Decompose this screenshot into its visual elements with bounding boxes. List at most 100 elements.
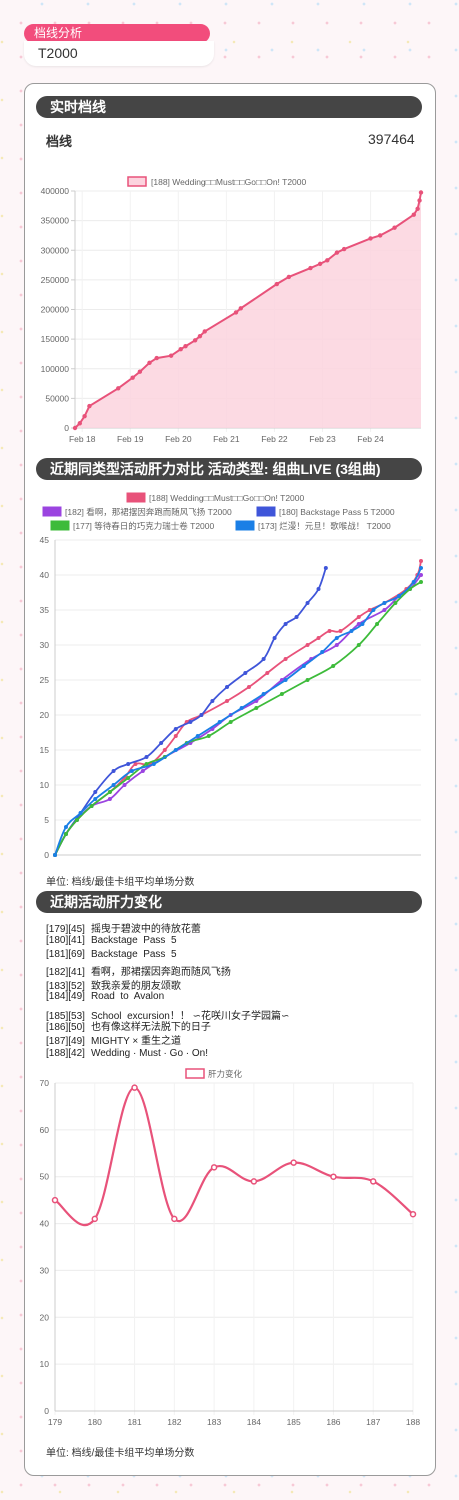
- data-point: [283, 622, 288, 626]
- data-point: [243, 671, 248, 675]
- data-point: [151, 762, 156, 766]
- data-point: [147, 360, 152, 366]
- data-point: [250, 1178, 258, 1185]
- event-name: School excursion！！ ∽花咲川女子学园篇∽: [90, 1011, 290, 1022]
- event-id: [182]: [46, 967, 69, 978]
- series-line: [54, 560, 422, 856]
- data-point: [77, 421, 83, 426]
- data-point: [371, 608, 376, 612]
- data-point: [93, 790, 98, 794]
- event-id: [180]: [46, 935, 69, 946]
- x-tick-label: 186: [326, 1417, 340, 1427]
- event-value: [69]: [68, 949, 85, 960]
- data-point: [301, 664, 306, 668]
- data-point: [317, 261, 323, 267]
- data-point: [261, 692, 266, 696]
- legend-swatch: [126, 492, 146, 503]
- data-point: [334, 250, 340, 255]
- legend-label: [188] Wedding□□Must□□Go□□On! T2000: [149, 493, 305, 503]
- series-line: [54, 581, 422, 856]
- x-tick-label: Feb 23: [309, 434, 336, 444]
- data-point: [417, 198, 422, 203]
- x-tick-label: Feb 22: [261, 434, 288, 444]
- event-value: [53]: [68, 1011, 85, 1022]
- data-point: [154, 355, 159, 361]
- data-point: [133, 762, 138, 766]
- data-point: [360, 622, 365, 626]
- event-id: [188]: [46, 1048, 69, 1059]
- data-point: [239, 706, 244, 710]
- legend-swatch: [185, 1068, 205, 1079]
- y-tick-label: 0: [44, 1406, 49, 1416]
- x-tick-label: 179: [48, 1417, 62, 1427]
- data-point: [369, 1178, 377, 1185]
- data-point: [137, 369, 143, 374]
- data-point: [107, 790, 112, 794]
- data-point: [225, 685, 230, 689]
- event-list-item: [186][50] 也有像这样无法脱下的日子: [46, 1018, 211, 1033]
- section-compare-title: 近期同类型活动肝力对比 活动类型: 组曲LIVE (3组曲): [36, 458, 422, 480]
- data-point: [178, 346, 183, 352]
- y-tick-label: 25: [40, 675, 50, 685]
- x-tick-label: Feb 20: [165, 434, 192, 444]
- data-point: [356, 622, 361, 626]
- data-point: [341, 246, 347, 252]
- event-value: [41]: [68, 967, 85, 978]
- data-point: [233, 310, 239, 315]
- series-line: [54, 567, 327, 856]
- data-point: [330, 1173, 337, 1180]
- legend-label: [173] 烂漫！元旦！歌喉战！ T2000: [258, 521, 391, 531]
- data-point: [116, 386, 121, 391]
- data-point: [272, 636, 277, 640]
- data-point: [144, 755, 149, 759]
- legend-swatch: [127, 176, 147, 187]
- data-point: [91, 1215, 99, 1223]
- data-point: [159, 741, 164, 745]
- data-point: [111, 769, 116, 773]
- page-tag: 档线分析: [24, 24, 210, 43]
- event-id: [183]: [46, 981, 69, 992]
- event-name: 也有像这样无法脱下的日子: [90, 1022, 211, 1033]
- data-point: [63, 832, 68, 836]
- event-list-item: [180][41] Backstage Pass 5: [46, 935, 177, 946]
- data-point: [409, 1210, 417, 1218]
- cutoff-value: 397464: [368, 131, 415, 147]
- x-tick-label: Feb 19: [117, 434, 144, 444]
- x-tick-label: 188: [406, 1417, 420, 1427]
- y-tick-label: 0: [64, 423, 69, 433]
- y-tick-label: 40: [40, 1219, 50, 1229]
- data-point: [130, 375, 135, 380]
- data-point: [53, 853, 57, 857]
- y-tick-label: 200000: [41, 305, 70, 315]
- event-list-item: [188][42] Wedding · Must · Go · On!: [46, 1048, 208, 1059]
- trend-unit: 单位: 档线/最佳卡组平均单场分数: [46, 1448, 195, 1459]
- y-tick-label: 45: [40, 535, 50, 545]
- data-point: [274, 281, 280, 287]
- data-point: [334, 643, 339, 647]
- data-point: [419, 580, 423, 584]
- data-point: [72, 425, 78, 431]
- y-tick-label: 60: [40, 1125, 50, 1135]
- event-name: 看啊，那裙摆因奔跑而随风飞扬: [90, 967, 231, 978]
- data-point: [375, 622, 380, 626]
- data-point: [82, 413, 87, 419]
- event-value: [50]: [68, 1022, 85, 1033]
- data-point: [183, 344, 188, 349]
- x-tick-label: Feb 18: [69, 434, 96, 444]
- compare-chart: [188] Wedding□□Must□□Go□□On! T2000 [182] …: [40, 492, 423, 860]
- data-point: [327, 629, 332, 633]
- data-point: [419, 559, 423, 563]
- event-list-item: [187][49] MIGHTY × 重生之道: [46, 1032, 181, 1047]
- event-name: Wedding · Must · Go · On!: [90, 1048, 209, 1059]
- event-id: [184]: [46, 991, 69, 1002]
- trend-chart: 肝力变化 0 10 20 30 40 50 60 70 179 180 181 182 183 184 185…: [40, 1068, 420, 1427]
- y-tick-label: 50000: [45, 393, 69, 403]
- data-point: [210, 699, 215, 703]
- data-point: [173, 727, 178, 731]
- event-id: [181]: [46, 949, 69, 960]
- event-list-item: [183][52] 致我亲爱的朋友颂歌: [46, 977, 181, 992]
- data-point: [265, 671, 270, 675]
- data-point: [192, 338, 198, 343]
- event-list-item: [184][49] Road to Avalon: [46, 991, 164, 1002]
- data-point: [320, 650, 325, 654]
